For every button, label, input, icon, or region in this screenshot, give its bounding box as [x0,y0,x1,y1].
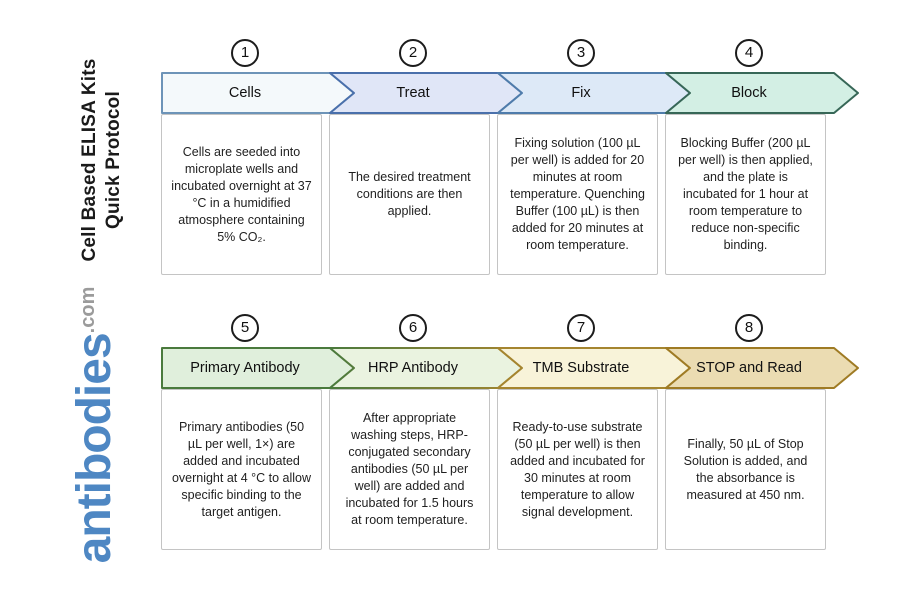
step-label: Primary Antibody [190,360,300,376]
page-title: Cell Based ELISA Kits Quick Protocol [78,40,128,280]
step-description: Ready-to-use substrate (50 µL per well) … [497,389,658,550]
step-arrow [665,347,859,389]
step-number-badge: 2 [399,39,427,67]
step-description-text: Cells are seeded into microplate wells a… [171,144,312,244]
step-description-text: Finally, 50 µL of Stop Solution is added… [683,436,808,502]
page-title-line1: Cell Based ELISA Kits [79,58,100,262]
step-number-badge: 4 [735,39,763,67]
step-description: Primary antibodies (50 µL per well, 1×) … [161,389,322,550]
step-label: Fix [571,85,591,101]
step-description-text: The desired treatment conditions are the… [348,170,471,218]
step-description: Cells are seeded into microplate wells a… [161,114,322,275]
step-description-text: Blocking Buffer (200 µL per well) is the… [678,136,813,252]
step-label: Block [731,85,767,101]
step-number-badge: 6 [399,314,427,342]
step-description: Finally, 50 µL of Stop Solution is added… [665,389,826,550]
brand-logo: antibodies.com [67,265,127,585]
step-number-badge: 7 [567,314,595,342]
step-description-text: Fixing solution (100 µL per well) is add… [510,136,645,252]
step-number-badge: 5 [231,314,259,342]
step-description: After appropriate washing steps, HRP-con… [329,389,490,550]
step-label: TMB Substrate [532,360,630,376]
step-number-badge: 1 [231,39,259,67]
step-label: HRP Antibody [367,360,458,376]
page-title-line2: Quick Protocol [102,91,124,229]
step-description: Fixing solution (100 µL per well) is add… [497,114,658,275]
step-arrow [665,72,859,114]
step-label: STOP and Read [696,360,802,376]
brand-logo-suffix: .com [77,286,99,334]
step-label: Treat [396,85,430,101]
step-description: The desired treatment conditions are the… [329,114,490,275]
step-description-text: Primary antibodies (50 µL per well, 1×) … [171,419,312,519]
step-number-badge: 3 [567,39,595,67]
step-description-text: Ready-to-use substrate (50 µL per well) … [510,419,645,519]
brand-logo-text: antibodies [68,333,121,564]
step-label: Cells [228,85,262,101]
step-description-text: After appropriate washing steps, HRP-con… [345,411,474,527]
step-description: Blocking Buffer (200 µL per well) is the… [665,114,826,275]
step-number-badge: 8 [735,314,763,342]
